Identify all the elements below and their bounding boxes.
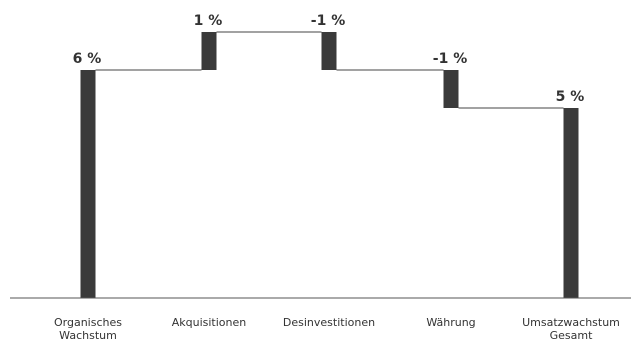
bar-4 — [563, 108, 579, 298]
category-label-4-1: Gesamt — [550, 329, 593, 341]
value-label-3: -1 % — [433, 51, 467, 67]
category-label-1-0: Akquisitionen — [172, 316, 247, 329]
bar-3 — [443, 70, 459, 108]
connector-lines — [95, 31, 564, 109]
bar-2 — [321, 32, 337, 70]
category-label-2-0: Desinvestitionen — [283, 316, 375, 329]
category-label-0-1: Wachstum — [59, 329, 117, 341]
category-label-0-0: Organisches — [54, 316, 122, 329]
bars — [80, 32, 579, 298]
bar-1 — [201, 32, 217, 70]
bar-0 — [80, 70, 96, 298]
value-label-0: 6 % — [73, 51, 102, 67]
category-label-4-0: Umsatzwachstum — [522, 316, 620, 329]
category-label-3-0: Währung — [426, 316, 475, 329]
value-labels: 6 % 1 % -1 % -1 % 5 % — [73, 13, 585, 105]
value-label-1: 1 % — [194, 13, 223, 29]
value-label-2: -1 % — [311, 13, 345, 29]
value-label-4: 5 % — [556, 89, 585, 105]
